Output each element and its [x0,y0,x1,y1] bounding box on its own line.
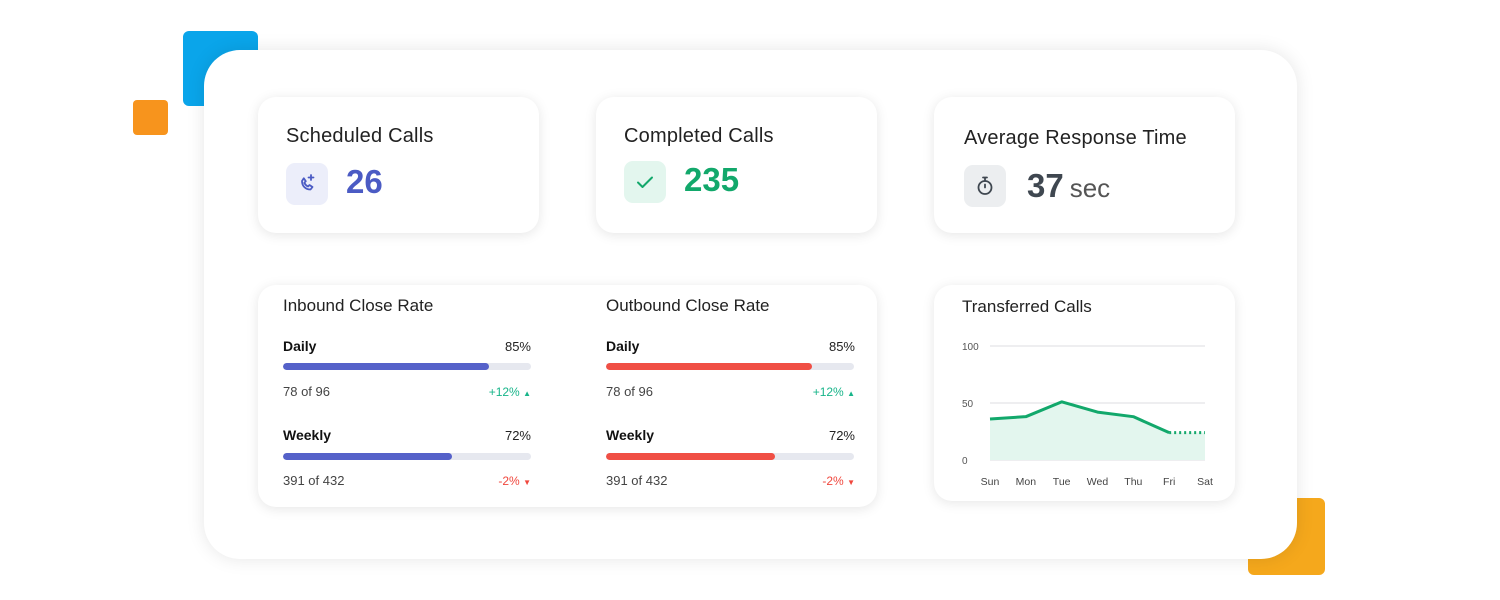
inbound-weekly-change-value: -2% [498,474,520,488]
outbound-daily-change: +12% ▲ [785,385,855,399]
inbound-close-rate-title: Inbound Close Rate [283,296,434,315]
inbound-daily-progress-bar [283,363,531,370]
outbound-weekly-label: Weekly [606,427,654,443]
inbound-weekly-progress-bar [283,453,531,460]
x-tick-label: Tue [1053,476,1071,488]
response-time-number: 37 [1027,167,1064,204]
outbound-weekly-change: -2% ▼ [785,474,855,488]
y-tick-label: 0 [962,456,968,467]
outbound-daily-progress-fill [606,363,812,370]
transferred-calls-title: Transferred Calls [962,297,1092,316]
outbound-close-rate-title: Outbound Close Rate [606,296,770,315]
inbound-daily-label: Daily [283,338,317,354]
outbound-daily-count: 78 of 96 [606,384,653,399]
stopwatch-icon [964,165,1006,207]
completed-calls-title: Completed Calls [624,125,774,147]
outbound-daily-label: Daily [606,338,640,354]
x-tick-label: Sun [981,476,1000,488]
series-line [989,400,1170,435]
arrow-down-icon: ▼ [523,478,531,487]
average-response-time-title: Average Response Time [964,127,1187,149]
completed-calls-card[interactable]: Completed Calls 235 [596,97,877,233]
arrow-up-icon: ▲ [847,389,855,398]
inbound-daily-change-value: +12% [488,385,520,399]
dashboard-panel: Scheduled Calls 26 Completed Calls 235 A… [204,50,1297,559]
inbound-weekly-percent: 72% [504,428,531,443]
transferred-calls-chart: 0 50 100 Sun Mon Tue Wed Thu Fri Sat [962,342,1213,488]
inbound-weekly-progress-fill [283,453,452,460]
x-tick-label: Thu [1124,476,1142,488]
transferred-calls-card[interactable]: Transferred Calls 0 50 100 Sun Mon Tue Wed Thu F… [934,285,1235,501]
outbound-weekly-percent: 72% [828,428,855,443]
inbound-daily-percent: 85% [504,339,531,354]
y-tick-label: 50 [962,399,974,410]
outbound-weekly-change-value: -2% [822,474,844,488]
outbound-daily-change-value: +12% [812,385,844,399]
outbound-daily-percent: 85% [828,339,855,354]
phone-plus-icon [286,163,328,205]
arrow-up-icon: ▲ [523,389,531,398]
outbound-weekly-progress-fill [606,453,775,460]
response-time-unit: sec [1069,173,1111,203]
x-tick-label: Sat [1197,476,1213,488]
y-tick-label: 100 [962,342,979,353]
x-tick-label: Mon [1016,476,1037,488]
arrow-down-icon: ▼ [847,478,855,487]
inbound-daily-progress-fill [283,363,489,370]
outbound-weekly-count: 391 of 432 [606,473,668,488]
inbound-daily-count: 78 of 96 [283,384,330,399]
area-fill [990,401,1205,460]
inbound-weekly-change: -2% ▼ [461,474,531,488]
inbound-daily-change: +12% ▲ [461,385,531,399]
scheduled-calls-title: Scheduled Calls [286,125,434,147]
average-response-time-card[interactable]: Average Response Time 37 sec [934,97,1235,233]
scheduled-calls-value: 26 [346,163,383,200]
close-rate-card: Inbound Close Rate Daily 85% 78 of 96 +1… [258,285,877,507]
scheduled-calls-card[interactable]: Scheduled Calls 26 [258,97,539,233]
inbound-weekly-label: Weekly [283,427,331,443]
x-tick-label: Wed [1087,476,1109,488]
outbound-weekly-progress-bar [606,453,854,460]
outbound-daily-progress-bar [606,363,854,370]
x-tick-label: Fri [1163,476,1175,488]
completed-calls-value: 235 [684,161,740,198]
decorative-square-orange [133,100,168,135]
check-icon [624,161,666,203]
inbound-weekly-count: 391 of 432 [283,473,345,488]
average-response-time-value: 37 sec [1027,167,1110,205]
